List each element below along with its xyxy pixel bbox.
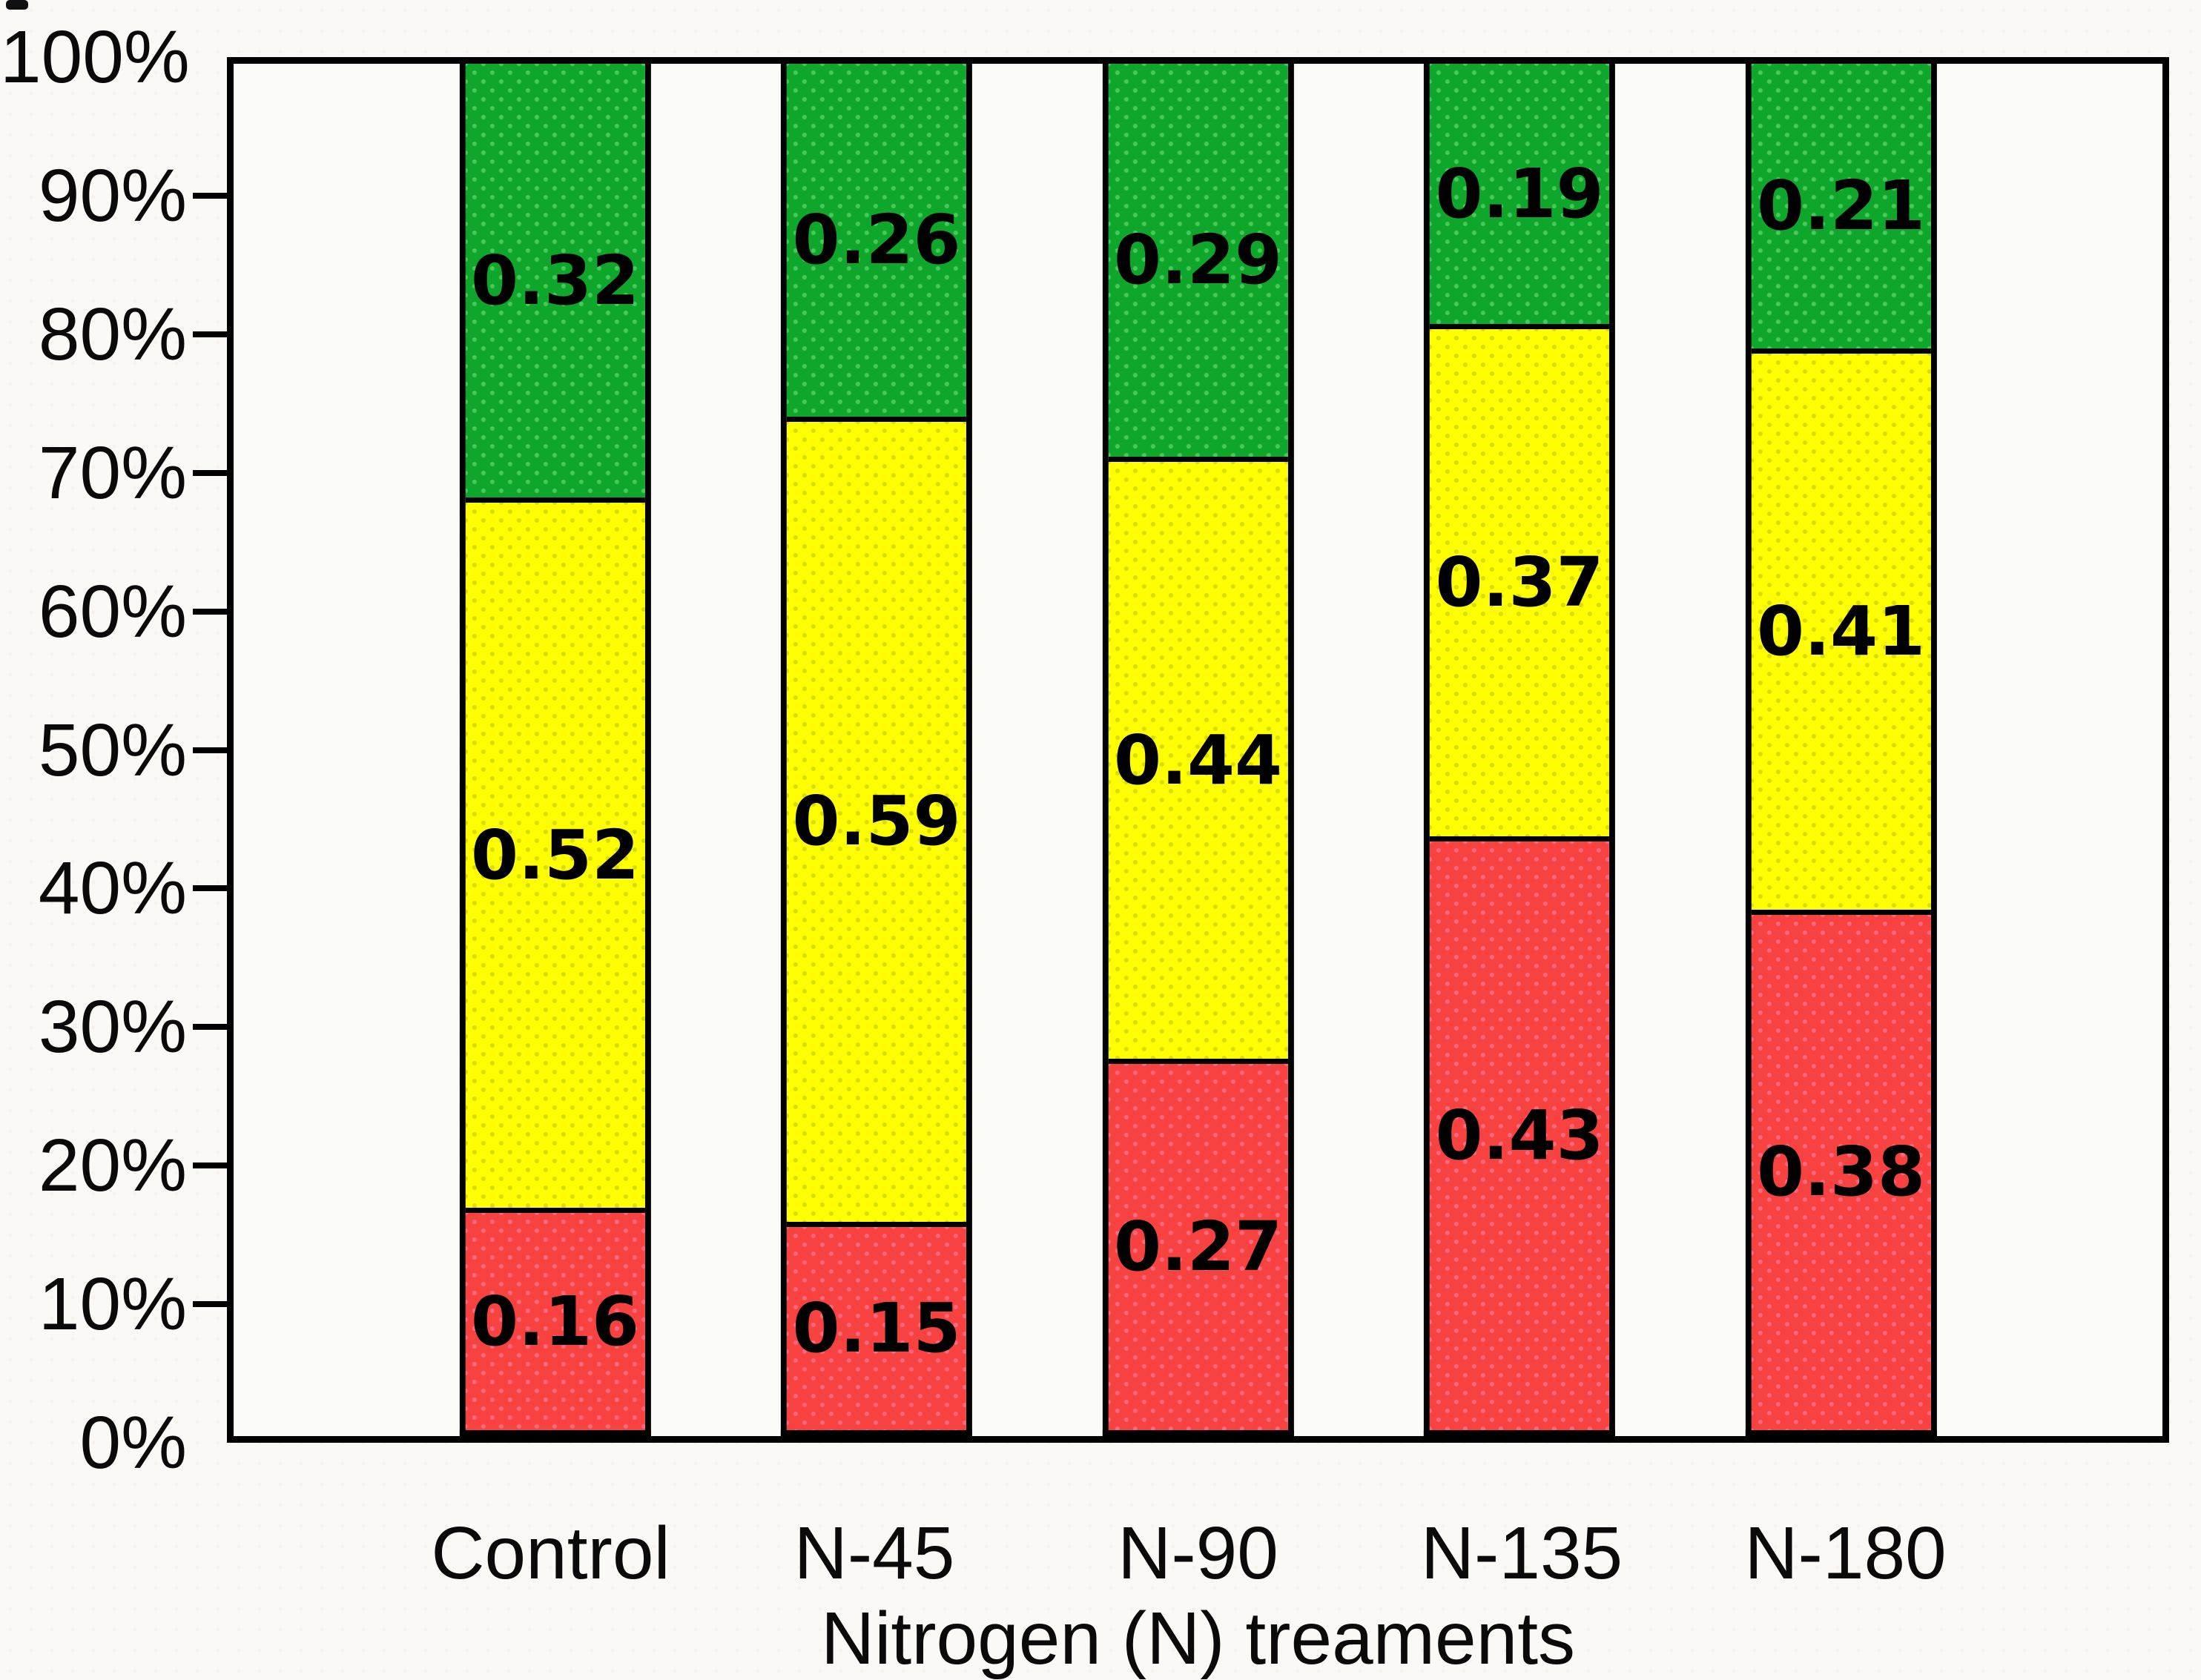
- plot-area: 0.32 0.52 0.16 0.26 0.59 0.15 0.29 0.44 0.27 0.19…: [227, 57, 2169, 1443]
- value-label: 0.43: [1435, 1095, 1604, 1175]
- value-label: 0.52: [470, 815, 639, 895]
- segment-bottom-red-N-45: 0.15: [786, 1221, 967, 1430]
- y-tick-mark: [193, 1163, 227, 1169]
- segment-top-green-N-45: 0.26: [786, 64, 967, 417]
- y-tick-mark: [193, 1024, 227, 1031]
- segment-bottom-red-N-90: 0.27: [1108, 1059, 1288, 1430]
- y-tick-label: 20%: [38, 1124, 187, 1208]
- bar-N-180: 0.21 0.41 0.38: [1745, 64, 1937, 1436]
- bar-Control: 0.32 0.52 0.16: [459, 64, 651, 1436]
- value-label: 0.16: [470, 1281, 639, 1361]
- corner-artifact: [6, 0, 28, 10]
- x-category-label: N-90: [1118, 1512, 1278, 1595]
- y-tick-mark: [193, 885, 227, 892]
- x-category-label: Control: [431, 1512, 670, 1595]
- segment-middle-yellow-N-45: 0.59: [786, 416, 967, 1222]
- y-tick-label: 30%: [38, 985, 187, 1069]
- y-tick-label: 100%: [0, 16, 190, 99]
- x-category-label: N-45: [793, 1512, 955, 1595]
- value-label: 0.15: [792, 1288, 961, 1368]
- y-tick-label: 40%: [38, 847, 187, 930]
- x-category-label: N-180: [1744, 1512, 1947, 1595]
- value-label: 0.29: [1113, 220, 1282, 300]
- y-tick-mark: [193, 192, 227, 199]
- value-label: 0.37: [1435, 542, 1604, 622]
- segment-top-green-N-90: 0.29: [1108, 64, 1288, 457]
- y-tick-mark: [193, 469, 227, 476]
- y-axis-tick-marks: [193, 57, 227, 1443]
- value-label: 0.26: [792, 199, 961, 280]
- segment-top-green-N-180: 0.21: [1751, 64, 1931, 349]
- value-label: 0.38: [1756, 1132, 1925, 1212]
- value-label: 0.19: [1435, 153, 1604, 234]
- value-label: 0.32: [470, 240, 639, 320]
- segment-middle-yellow-N-180: 0.41: [1751, 348, 1931, 910]
- y-tick-label: 60%: [38, 569, 187, 653]
- value-label: 0.21: [1756, 166, 1925, 246]
- x-category-label: N-135: [1420, 1512, 1623, 1595]
- y-tick-mark: [193, 1301, 227, 1308]
- bar-N-135: 0.19 0.37 0.43: [1423, 64, 1616, 1436]
- segment-top-green-N-135: 0.19: [1429, 64, 1610, 325]
- y-tick-label: 0%: [79, 1401, 187, 1484]
- segment-bottom-red-N-135: 0.43: [1429, 836, 1610, 1430]
- segment-top-green-Control: 0.32: [465, 64, 645, 498]
- y-tick-mark: [193, 608, 227, 615]
- value-label: 0.44: [1113, 720, 1282, 800]
- bar-N-90: 0.29 0.44 0.27: [1102, 64, 1294, 1436]
- y-axis-labels: 0% 10% 20% 30% 40% 50% 60% 70% 80% 90% 100%: [0, 20, 190, 1480]
- y-tick-label: 90%: [38, 153, 187, 237]
- value-label: 0.41: [1756, 592, 1925, 672]
- segment-bottom-red-Control: 0.16: [465, 1208, 645, 1430]
- value-label: 0.27: [1113, 1207, 1282, 1287]
- y-tick-label: 70%: [38, 431, 187, 515]
- segment-middle-yellow-Control: 0.52: [465, 497, 645, 1208]
- segment-bottom-red-N-180: 0.38: [1751, 909, 1931, 1430]
- bar-N-45: 0.26 0.59 0.15: [780, 64, 973, 1436]
- value-label: 0.59: [792, 781, 961, 862]
- y-tick-label: 10%: [38, 1263, 187, 1346]
- x-axis-title: Nitrogen (N) treaments: [821, 1597, 1575, 1680]
- segment-middle-yellow-N-90: 0.44: [1108, 457, 1288, 1059]
- y-tick-mark: [193, 331, 227, 337]
- y-tick-label: 50%: [38, 708, 187, 792]
- segment-middle-yellow-N-135: 0.37: [1429, 324, 1610, 836]
- y-tick-label: 80%: [38, 292, 187, 376]
- x-axis-labels: Control N-45 N-90 N-135 N-180: [227, 1512, 2169, 1605]
- y-tick-mark: [193, 747, 227, 753]
